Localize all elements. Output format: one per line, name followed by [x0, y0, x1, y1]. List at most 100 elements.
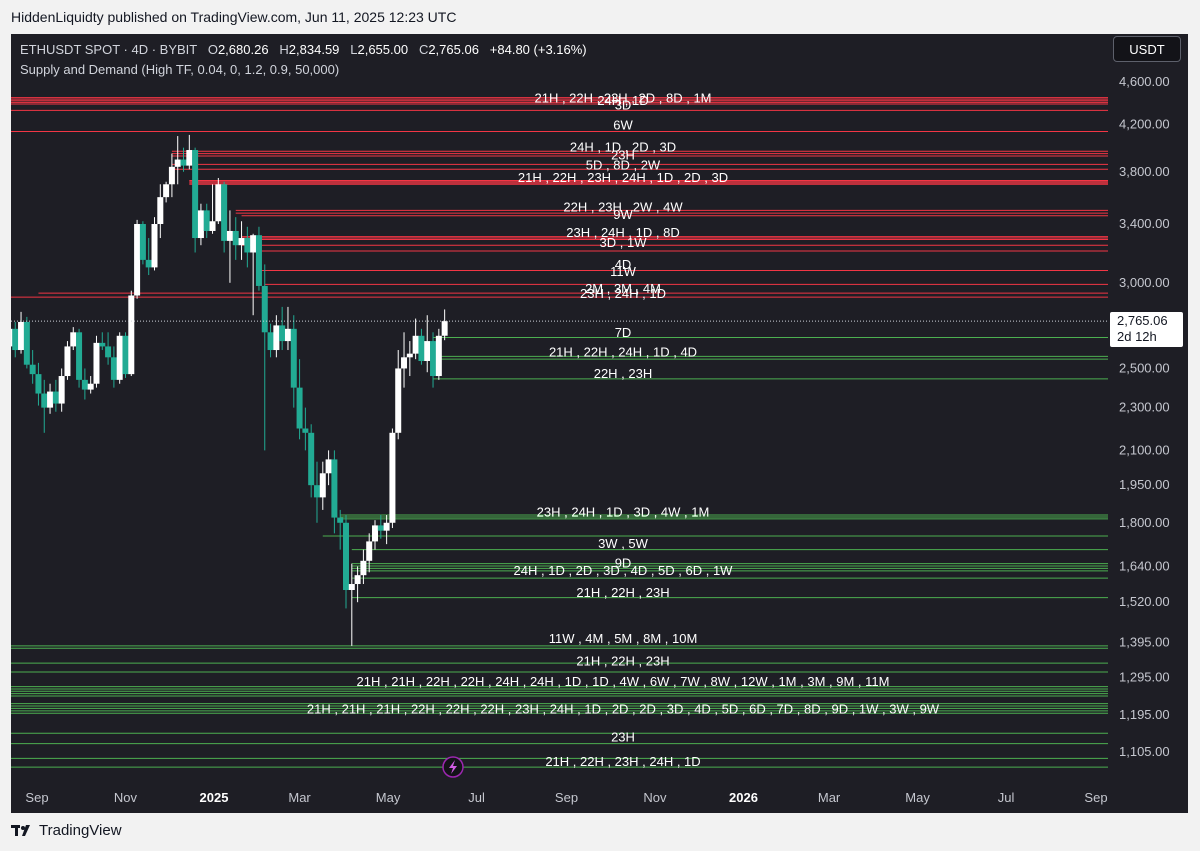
lightning-icon[interactable] — [442, 756, 464, 778]
open-value: 2,680.26 — [217, 42, 269, 57]
candle-body — [151, 224, 158, 268]
candle-body — [215, 184, 222, 222]
candle-body — [87, 383, 94, 390]
candle-body — [313, 485, 320, 498]
candle-body — [360, 560, 367, 576]
candle-body — [64, 346, 71, 377]
x-tick-label: Nov — [114, 790, 138, 805]
candle-body — [372, 525, 379, 542]
candle-body — [424, 341, 431, 361]
ohlc-row: ETHUSDT SPOT · 4D · BYBIT O2,680.26 H2,8… — [20, 40, 587, 60]
zone-label: 6W — [613, 117, 633, 132]
x-tick-label: 2025 — [200, 790, 229, 805]
tradingview-logo[interactable]: TradingView — [11, 822, 122, 839]
zone-label: 3D — [615, 98, 632, 113]
candle-body — [47, 391, 54, 408]
zone-label: 2M , 3M , 4M — [585, 281, 661, 296]
zone-label: 22H , 23H , 2W , 4W — [563, 200, 683, 215]
publish-text: HiddenLiquidty published on TradingView.… — [11, 9, 457, 25]
candle-body — [319, 473, 326, 498]
currency-button[interactable]: USDT — [1113, 36, 1181, 62]
x-axis: Sep Nov 2025 Mar May Jul Sep Nov 2026 Mar May Jul Se… — [25, 790, 1107, 805]
publish-header: HiddenLiquidty published on TradingView.… — [0, 0, 1200, 34]
y-tick-label: 2,100.00 — [1119, 442, 1170, 457]
symbol-label[interactable]: ETHUSDT SPOT · 4D · BYBIT — [20, 42, 197, 57]
y-tick-label: 1,105.00 — [1119, 744, 1170, 759]
x-tick-label: Nov — [643, 790, 667, 805]
x-tick-label: Sep — [555, 790, 578, 805]
candle-body — [192, 150, 199, 239]
x-tick-label: Jul — [998, 790, 1015, 805]
zone-label: 11W , 4M , 5M , 8M , 10M — [549, 631, 698, 646]
candle-body — [174, 159, 181, 167]
y-tick-label: 3,000.00 — [1119, 275, 1170, 290]
zone-label: 21H , 22H , 23H , 24H , 1D — [545, 754, 700, 769]
candle-body — [441, 321, 448, 336]
brand-text: TradingView — [39, 822, 122, 839]
zone-label: 23H , 24H , 1D — [580, 286, 666, 301]
zone-label: 21H , 21H , 21H , 22H , 22H , 22H , 23H … — [307, 701, 940, 716]
candle-body — [128, 295, 135, 375]
candle-body — [238, 238, 245, 246]
candle-body — [134, 224, 141, 296]
candle-body — [203, 210, 210, 231]
candle-body — [273, 325, 280, 351]
zone-label: 11W — [610, 264, 636, 279]
zone-label: 5D , 8D , 2W — [586, 158, 661, 173]
candle-body — [331, 459, 338, 518]
candle-body — [11, 328, 13, 347]
open-label: O — [207, 42, 218, 57]
high-label: H — [279, 42, 289, 57]
candle-body — [348, 584, 355, 591]
candle-body — [70, 332, 77, 347]
indicator-label[interactable]: Supply and Demand (High TF, 0.04, 0, 1.2… — [20, 62, 340, 77]
candle-body — [209, 221, 216, 231]
close-value: 2,765.06 — [428, 42, 479, 57]
candle-body — [157, 197, 164, 225]
candle-body — [221, 184, 228, 241]
zone-label: 4D — [615, 257, 632, 272]
zone-label: 21H , 22H , 24H , 1D , 4D — [549, 345, 697, 360]
candle-body — [29, 364, 36, 375]
zone-label: 23H , 24H , 1D , 8D — [566, 225, 679, 240]
zone-label: 3W , 5W — [598, 536, 649, 551]
y-tick-label: 4,600.00 — [1119, 74, 1170, 89]
candle-body — [377, 525, 384, 531]
chart-pane[interactable]: 21H , 22H , 23H , 2D , 8D , 1M 24H , 1D 3D… — [11, 34, 1188, 813]
candle-body — [406, 353, 413, 358]
candle-body — [296, 387, 303, 429]
close-label: C — [418, 42, 429, 57]
candle-body — [81, 379, 88, 390]
last-price-value: 2,765.06 — [1117, 313, 1168, 328]
x-tick-label: Jul — [468, 790, 485, 805]
candle-body — [35, 374, 42, 394]
zone-label: 21H , 22H , 23H — [576, 585, 669, 600]
y-tick-label: 1,295.00 — [1119, 669, 1170, 684]
footer: TradingView — [0, 813, 1200, 851]
zone-label: 21H , 22H , 23H — [576, 653, 669, 668]
low-value: 2,655.00 — [357, 42, 409, 57]
zone-label: 21H , 22H , 23H , 24H , 1D , 2D , 3D — [518, 170, 728, 185]
candle-body — [279, 325, 286, 342]
candle-body — [105, 346, 112, 358]
change-value: +84.80 (+3.16%) — [489, 42, 587, 57]
y-axis: 4,600.00 4,200.00 3,800.00 3,400.00 3,000.00… — [1119, 74, 1170, 759]
x-tick-label: Mar — [288, 790, 311, 805]
zone-label: 9W — [613, 207, 633, 222]
candle-body — [366, 541, 373, 561]
candle-body — [284, 328, 291, 342]
candle-body — [418, 335, 425, 361]
y-tick-label: 4,200.00 — [1119, 117, 1170, 132]
last-price-badge: 2,765.06 2d 12h — [1110, 312, 1183, 347]
candle-body — [337, 517, 344, 523]
y-tick-label: 1,800.00 — [1119, 515, 1170, 530]
candle-body — [52, 391, 59, 404]
zone-label: 23H — [611, 147, 635, 162]
x-tick-label: Sep — [1084, 790, 1107, 805]
bar-countdown: 2d 12h — [1117, 329, 1157, 344]
candle-body — [58, 376, 65, 404]
x-tick-label: 2026 — [729, 790, 758, 805]
candle-body — [232, 230, 239, 246]
candle-body — [93, 342, 100, 384]
